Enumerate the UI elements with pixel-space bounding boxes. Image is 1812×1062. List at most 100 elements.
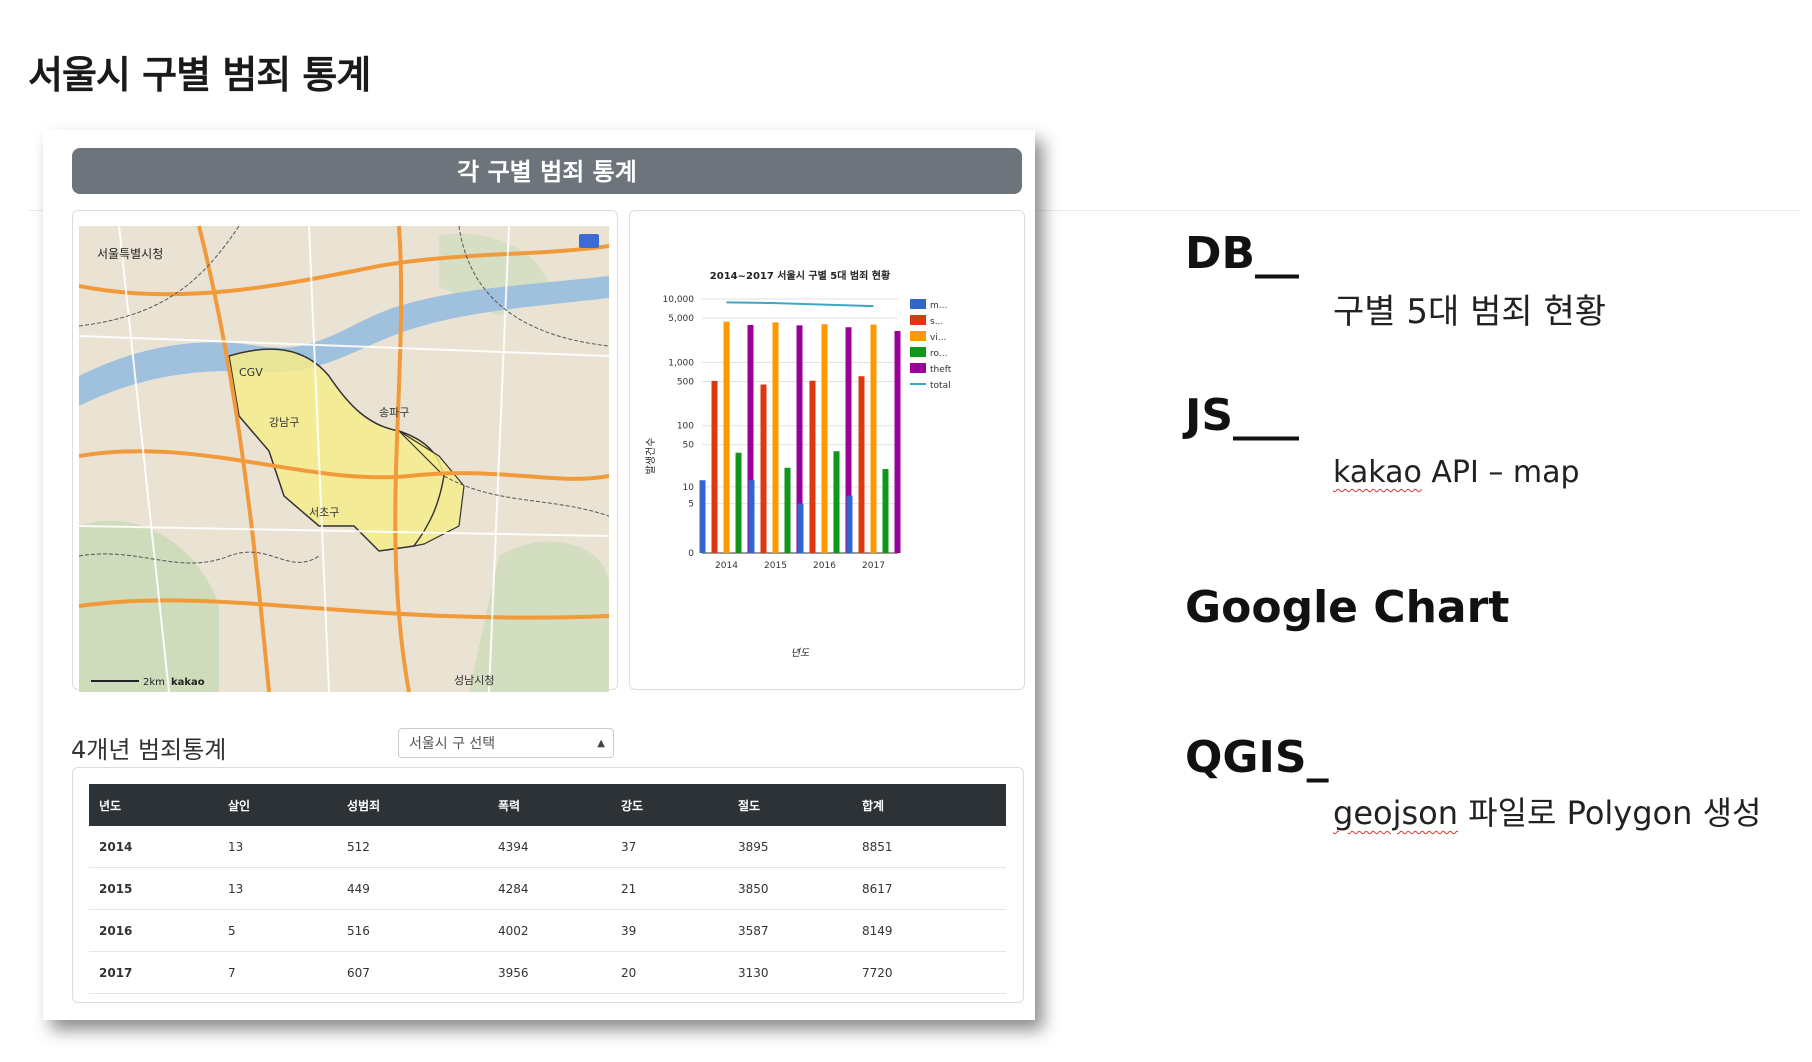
table-cell: 20	[611, 951, 728, 994]
chart-title: 2014~2017 서울시 구별 5대 범죄 현황	[710, 269, 891, 282]
chart-y-tick-label: 0	[688, 549, 694, 559]
chart-legend-swatch	[910, 363, 926, 373]
chart-card: 2014~2017 서울시 구별 5대 범죄 현황 발생건수 년도 10,000…	[629, 210, 1025, 690]
chart-y-tick-label: 100	[677, 422, 694, 432]
chart-bar	[870, 324, 877, 553]
table-cell: 3130	[728, 951, 852, 994]
table-cell: 7720	[852, 951, 1006, 994]
chart-legend-swatch	[910, 315, 926, 325]
chart-bar	[833, 451, 840, 553]
table-cell: 2014	[89, 826, 218, 868]
table-cell: 8149	[852, 909, 1006, 952]
table-cell: 4002	[488, 909, 611, 952]
map-label: 성남시청	[454, 674, 494, 687]
chart-y-tick-label: 50	[683, 441, 695, 451]
table-cell: 3587	[728, 909, 852, 952]
chart-x-tick-label: 2016	[813, 561, 836, 571]
kakao-logo: kakao	[171, 677, 205, 688]
table-cell: 4394	[488, 826, 611, 868]
chart-y-axis-label: 발생건수	[645, 438, 657, 475]
park-area	[79, 520, 219, 692]
chart-bar	[747, 324, 754, 553]
chart-x-axis-label: 년도	[791, 647, 810, 659]
spellcheck-word: geojson	[1333, 794, 1458, 832]
note-heading: DB__	[1185, 228, 1300, 279]
table-row: 2014 13 512 4394 37 3895 8851	[89, 826, 1006, 868]
district-select-value: 서울시 구 선택	[409, 736, 496, 752]
note-text: 구별 5대 범죄 현황	[1333, 292, 1607, 332]
table-header-row: 년도 살인 성범죄 폭력 강도 절도 합계	[89, 784, 1006, 826]
chart-legend-label: m...	[930, 301, 947, 311]
chart-y-tick-label: 5,000	[668, 314, 694, 324]
chart-y-tick-label: 5	[688, 500, 694, 510]
chart-x-tick-label: 2017	[862, 561, 885, 571]
table-cell: 3956	[488, 951, 611, 994]
chart-line	[726, 301, 874, 308]
chart-bar	[845, 327, 852, 553]
chart-bar	[760, 384, 767, 553]
table-cell: 3895	[728, 826, 852, 868]
table-row: 2015 13 449 4284 21 3850 8617	[89, 867, 1006, 910]
screenshot-panel: 각 구별 범죄 통계	[43, 130, 1035, 1020]
table-cell: 13	[218, 867, 337, 910]
chart-bar	[735, 452, 742, 553]
chart-bar	[784, 467, 791, 553]
roads	[79, 225, 609, 693]
chart-x-tick-label: 2014	[715, 561, 738, 571]
table-cell: 8617	[852, 867, 1006, 910]
chart-y-tick-label: 500	[677, 378, 694, 388]
chart-bar	[711, 380, 718, 553]
panel-header: 각 구별 범죄 통계	[72, 148, 1022, 194]
chart-legend-label: theft	[930, 365, 952, 375]
table-cell: 39	[611, 909, 728, 952]
note-text-part: 파일로 Polygon 생성	[1458, 794, 1762, 832]
table-cell: 516	[337, 909, 488, 952]
chart-legend-label: ro...	[930, 349, 947, 359]
table-row: 2017 7 607 3956 20 3130 7720	[89, 951, 1006, 994]
chart-legend-swatch	[910, 299, 926, 309]
table-cell: 5	[218, 909, 337, 952]
chart-bar	[882, 469, 889, 553]
chart-legend-swatch	[910, 331, 926, 341]
table-header-cell: 폭력	[498, 798, 521, 813]
district-select[interactable]: 서울시 구 선택 ▲▼	[398, 728, 614, 779]
district-boundaries	[79, 225, 609, 564]
table-header-cell: 합계	[862, 798, 885, 813]
table-header-cell: 년도	[99, 798, 122, 813]
chart-y-tick-label: 1,000	[668, 358, 694, 368]
chart-bar	[894, 331, 901, 553]
table-row: 2016 5 516 4002 39 3587 8149	[89, 909, 1006, 952]
chart-bar	[797, 503, 804, 553]
page-title: 서울시 구별 범죄 통계	[28, 53, 371, 97]
chart-bar	[846, 495, 853, 553]
han-river	[79, 276, 609, 406]
notes: DB__ 구별 5대 범죄 현황 JS___ kakao API – map G…	[1185, 0, 1805, 900]
chart-bar	[772, 322, 779, 553]
chart-legend-swatch	[910, 347, 926, 357]
table-header-cell: 성범죄	[347, 798, 381, 813]
note-heading: JS___	[1185, 390, 1300, 441]
table-cell: 449	[337, 867, 488, 910]
table-header-cell: 강도	[621, 798, 644, 813]
chart-y-tick-label: 10	[683, 483, 695, 493]
streets	[79, 225, 609, 693]
stats-table-card: 년도 살인 성범죄 폭력 강도 절도 합계 2014 13 512 4394 3…	[72, 767, 1024, 1003]
map-label: 서초구	[309, 506, 339, 519]
note-text-part: API – map	[1421, 455, 1580, 490]
chart-bar	[796, 325, 803, 553]
table-cell: 7	[218, 951, 337, 994]
chart-bar	[699, 480, 706, 553]
table-cell: 512	[337, 826, 488, 868]
chart-legend-label: vi...	[930, 333, 946, 343]
note-text: geojson 파일로 Polygon 생성	[1333, 788, 1761, 834]
chart-x-tick-label: 2015	[764, 561, 787, 571]
table-cell: 3850	[728, 867, 852, 910]
table-cell: 2016	[89, 909, 218, 952]
table-cell: 607	[337, 951, 488, 994]
district-map[interactable]: 서울특별시청 CGV 강남구 서초구 송파구 성남시청 2km kakao	[79, 217, 609, 701]
map-label: 서울특별시청	[97, 247, 163, 261]
table-cell: 21	[611, 867, 728, 910]
map-control-button[interactable]	[579, 234, 599, 248]
chart-bar	[723, 321, 730, 553]
selected-district-polygon[interactable]	[398, 430, 465, 547]
